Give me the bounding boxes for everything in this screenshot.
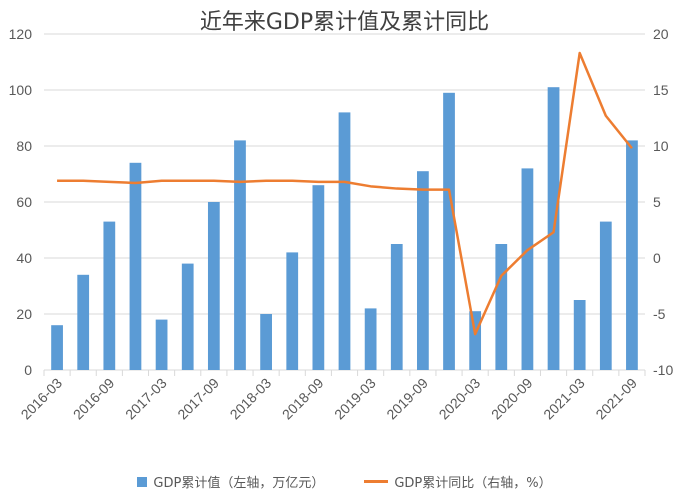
bar [599, 221, 612, 370]
y-left-tick-label: 40 [16, 250, 32, 266]
legend-swatch-bar [137, 476, 148, 487]
bar [181, 263, 194, 370]
bar [312, 185, 325, 370]
x-tick-label: 2019-09 [383, 375, 431, 423]
y-left-tick-label: 100 [9, 82, 33, 98]
y-right-tick-label: 5 [653, 194, 661, 210]
x-tick-label: 2018-09 [279, 375, 327, 423]
bar [469, 311, 482, 370]
x-tick-label: 2016-09 [70, 375, 118, 423]
bar [234, 140, 246, 370]
y-left-tick-label: 60 [16, 194, 32, 210]
x-tick-label: 2017-03 [122, 375, 170, 423]
y-right-tick-label: 0 [653, 250, 661, 266]
bar [338, 112, 351, 371]
bar [521, 168, 534, 370]
x-tick-label: 2019-03 [331, 375, 379, 423]
bar [626, 140, 638, 370]
bar [364, 308, 377, 370]
bar [77, 274, 90, 370]
bar [51, 325, 63, 370]
bar [260, 314, 272, 370]
bar [286, 252, 299, 370]
y-left-tick-label: 0 [24, 362, 32, 378]
bar [155, 319, 168, 370]
x-tick-label: 2020-03 [436, 375, 484, 423]
x-tick-label: 2021-03 [540, 375, 588, 423]
legend-item-line: GDP累计同比（右轴，%） [364, 472, 552, 491]
y-right-tick-label: 15 [653, 82, 669, 98]
legend-label-bar: GDP累计值（左轴，万亿元） [153, 476, 325, 491]
legend: GDP累计值（左轴，万亿元） GDP累计同比（右轴，%） [0, 472, 689, 491]
legend-item-bar: GDP累计值（左轴，万亿元） [137, 472, 324, 491]
bar [443, 92, 455, 371]
x-tick-label: 2017-09 [174, 375, 222, 423]
y-right-tick-label: 20 [653, 26, 669, 42]
x-tick-label: 2018-03 [227, 375, 275, 423]
legend-swatch-line [364, 480, 389, 483]
bar [103, 221, 116, 370]
x-tick-label: 2020-09 [488, 375, 536, 423]
x-tick-label: 2021-09 [592, 375, 640, 423]
bar [390, 244, 403, 370]
y-left-tick-label: 80 [16, 138, 32, 154]
y-right-tick-label: -10 [653, 362, 673, 378]
bar [495, 244, 508, 370]
y-right-tick-label: 10 [653, 138, 669, 154]
bar [573, 300, 586, 370]
legend-label-line: GDP累计同比（右轴，%） [394, 476, 552, 491]
chart-title: 近年来GDP累计值及累计同比 [199, 10, 490, 35]
bar [207, 202, 220, 370]
bar [129, 162, 142, 370]
y-right-tick-label: -5 [653, 306, 666, 322]
y-left-tick-label: 120 [9, 26, 33, 42]
x-tick-label: 2016-03 [18, 375, 66, 423]
bar [417, 171, 429, 370]
y-left-tick-label: 20 [16, 306, 32, 322]
